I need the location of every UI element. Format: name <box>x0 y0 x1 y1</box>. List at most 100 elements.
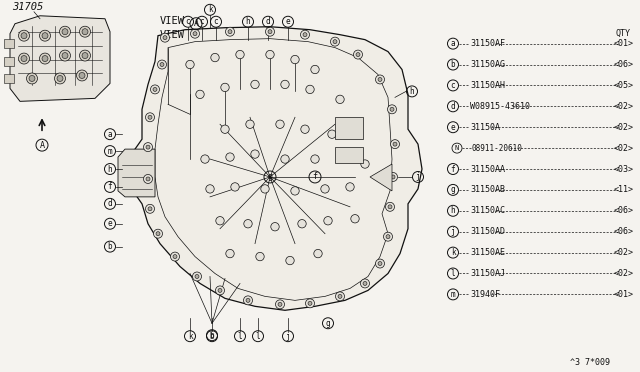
Polygon shape <box>370 164 392 191</box>
Circle shape <box>60 26 70 37</box>
Text: 31150AE: 31150AE <box>470 248 505 257</box>
Circle shape <box>201 155 209 163</box>
Circle shape <box>378 77 382 81</box>
Circle shape <box>146 145 150 149</box>
Text: 08911-20610: 08911-20610 <box>472 144 523 153</box>
Circle shape <box>306 85 314 94</box>
Circle shape <box>226 249 234 258</box>
Circle shape <box>145 113 154 122</box>
Text: 31150AF: 31150AF <box>470 39 505 48</box>
Circle shape <box>221 83 229 92</box>
Circle shape <box>173 254 177 259</box>
Text: d: d <box>451 102 455 111</box>
Text: A: A <box>193 19 198 28</box>
Polygon shape <box>10 16 110 101</box>
Circle shape <box>191 29 200 38</box>
Circle shape <box>356 52 360 57</box>
Text: h: h <box>410 87 414 96</box>
Text: c: c <box>200 17 204 26</box>
Circle shape <box>275 300 285 309</box>
Circle shape <box>378 262 382 266</box>
Circle shape <box>40 53 51 64</box>
Text: m: m <box>451 290 455 299</box>
Circle shape <box>311 65 319 74</box>
Circle shape <box>231 183 239 191</box>
Circle shape <box>21 33 27 39</box>
Text: <01>: <01> <box>614 39 634 48</box>
Circle shape <box>251 80 259 89</box>
Circle shape <box>196 90 204 99</box>
Text: g: g <box>451 185 455 195</box>
Text: b: b <box>210 331 214 340</box>
Text: <11>: <11> <box>614 185 634 195</box>
Circle shape <box>298 219 306 228</box>
Circle shape <box>281 155 289 163</box>
Circle shape <box>226 153 234 161</box>
Text: 31150AB: 31150AB <box>470 185 505 195</box>
Text: 31150AD: 31150AD <box>470 227 505 236</box>
Circle shape <box>276 120 284 128</box>
Circle shape <box>77 70 88 81</box>
Circle shape <box>148 115 152 119</box>
Text: b: b <box>451 60 455 69</box>
Circle shape <box>244 219 252 228</box>
Circle shape <box>246 120 254 128</box>
Circle shape <box>393 142 397 146</box>
Text: k: k <box>208 5 212 14</box>
Circle shape <box>221 125 229 134</box>
Circle shape <box>278 302 282 306</box>
Text: h: h <box>246 17 250 26</box>
Text: e: e <box>451 123 455 132</box>
Circle shape <box>305 299 314 308</box>
Circle shape <box>333 40 337 44</box>
Circle shape <box>385 202 394 211</box>
Circle shape <box>195 275 199 279</box>
Circle shape <box>390 107 394 111</box>
Text: l: l <box>451 269 455 278</box>
Circle shape <box>193 272 202 281</box>
Text: <05>: <05> <box>614 81 634 90</box>
Text: k: k <box>188 332 192 341</box>
Circle shape <box>391 175 395 179</box>
Circle shape <box>336 95 344 103</box>
Circle shape <box>286 256 294 265</box>
Circle shape <box>225 27 234 36</box>
Text: g: g <box>268 173 273 182</box>
Text: l: l <box>237 332 243 341</box>
Circle shape <box>186 60 194 69</box>
Circle shape <box>303 33 307 37</box>
Text: l: l <box>256 332 260 341</box>
Circle shape <box>206 185 214 193</box>
Circle shape <box>145 204 154 213</box>
Text: <03>: <03> <box>614 164 634 173</box>
Circle shape <box>143 142 152 152</box>
Text: a: a <box>108 130 112 139</box>
Circle shape <box>376 259 385 268</box>
Circle shape <box>361 160 369 168</box>
Text: <06>: <06> <box>614 60 634 69</box>
Circle shape <box>243 296 253 305</box>
Circle shape <box>211 54 219 62</box>
Text: f: f <box>108 182 112 192</box>
Circle shape <box>251 150 259 158</box>
Text: 31150AA: 31150AA <box>470 164 505 173</box>
Text: k: k <box>451 248 455 257</box>
Text: ^3 7*009: ^3 7*009 <box>570 357 610 366</box>
Circle shape <box>360 279 369 288</box>
Circle shape <box>353 50 362 59</box>
Text: h: h <box>451 206 455 215</box>
Circle shape <box>79 73 85 78</box>
Circle shape <box>291 187 300 195</box>
FancyBboxPatch shape <box>4 74 14 83</box>
Circle shape <box>157 60 166 69</box>
Text: d: d <box>266 17 270 26</box>
Circle shape <box>40 30 51 41</box>
Circle shape <box>29 76 35 81</box>
FancyBboxPatch shape <box>4 39 14 48</box>
Text: W08915-43610: W08915-43610 <box>470 102 530 111</box>
Circle shape <box>26 73 38 84</box>
Circle shape <box>54 73 65 84</box>
Circle shape <box>42 33 48 39</box>
Text: e: e <box>108 219 112 228</box>
Circle shape <box>308 301 312 305</box>
